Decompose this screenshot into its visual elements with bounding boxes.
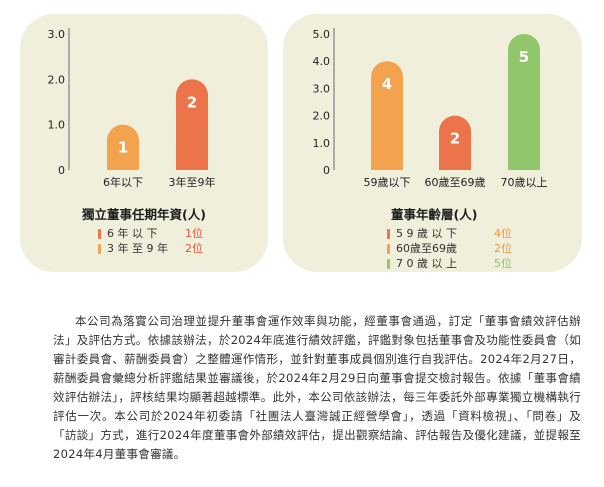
x-category-label: 60歲至69歲: [425, 175, 486, 189]
y-tick-label: 0: [323, 164, 330, 177]
evaluation-paragraph: 本公司為落實公司治理並提升董事會運作效率與功能，經董事會通過，訂定「董事會績效評…: [53, 314, 581, 461]
bar-value-label: 1: [118, 139, 128, 157]
legend-label: 7 0 歲 以 上: [396, 257, 457, 270]
age-bar-chart: 0 1.0 2.0 3.0 4.0 5.0 4 59歲以下 2 60歲至69歲 5 70歲以上: [313, 28, 548, 189]
legend-label: 3 年 至 9 年: [107, 242, 168, 255]
y-tick-label: 3.0: [48, 28, 66, 41]
x-category-label: 70歲以上: [501, 175, 548, 189]
legend-item: 5 9 歲 以 下 4位: [387, 226, 512, 241]
bar: [371, 61, 403, 171]
bar: [439, 115, 471, 170]
bar: [176, 79, 208, 170]
y-tick-label: 0: [58, 164, 65, 177]
legend-swatch: [387, 228, 390, 239]
age-chart-panel: 0 1.0 2.0 3.0 4.0 5.0 4 59歲以下 2 60歲至69歲 5 70歲以上 董事年…: [283, 14, 582, 272]
y-tick-label: 5.0: [313, 28, 331, 41]
legend-item: 6 年 以 下 1位: [98, 226, 203, 241]
legend-label: 5 9 歲 以 下: [396, 227, 457, 240]
x-category-label: 3年至9年: [169, 175, 216, 189]
y-tick-label: 2.0: [48, 73, 66, 86]
chart-legend: 6 年 以 下 1位 3 年 至 9 年 2位: [98, 226, 203, 256]
x-category-label: 59歲以下: [364, 175, 411, 189]
legend-swatch: [98, 228, 101, 239]
bar: [508, 34, 540, 170]
legend-swatch: [387, 243, 390, 254]
bar: [107, 124, 139, 170]
bar-value-label: 5: [519, 48, 529, 66]
legend-value: 1位: [185, 227, 203, 240]
y-tick-label: 4.0: [313, 55, 331, 68]
legend-value: 2位: [494, 242, 512, 255]
y-tick-label: 2.0: [313, 110, 331, 123]
tenure-chart-panel: 0 1.0 2.0 3.0 1 6年以下 2 3年至9年 獨立董事任期年資(人) 6 年 以 …: [20, 14, 268, 272]
legend-swatch: [387, 258, 390, 269]
legend-value: 4位: [494, 227, 512, 240]
bar-value-label: 2: [187, 93, 197, 111]
chart-legend: 5 9 歲 以 下 4位 60歲至69歲 2位 7 0 歲 以 上 5位: [387, 226, 512, 271]
x-category-label: 6年以下: [103, 175, 143, 189]
legend-label: 6 年 以 下: [107, 227, 158, 240]
tenure-bar-chart: 0 1.0 2.0 3.0 1 6年以下 2 3年至9年: [48, 28, 216, 189]
legend-item: 3 年 至 9 年 2位: [98, 241, 203, 256]
legend-item: 7 0 歲 以 上 5位: [387, 256, 512, 271]
y-tick-label: 3.0: [313, 82, 331, 95]
chart-title: 董事年齡層(人): [391, 207, 478, 222]
legend-value: 2位: [185, 242, 203, 255]
legend-value: 5位: [494, 257, 512, 270]
bar-value-label: 4: [382, 75, 392, 93]
chart-title: 獨立董事任期年資(人): [82, 207, 206, 222]
bar-value-label: 2: [450, 130, 460, 148]
y-tick-label: 1.0: [313, 137, 331, 150]
y-tick-label: 1.0: [48, 119, 66, 132]
legend-label: 60歲至69歲: [396, 242, 457, 255]
legend-swatch: [98, 243, 101, 254]
legend-item: 60歲至69歲 2位: [387, 241, 512, 256]
